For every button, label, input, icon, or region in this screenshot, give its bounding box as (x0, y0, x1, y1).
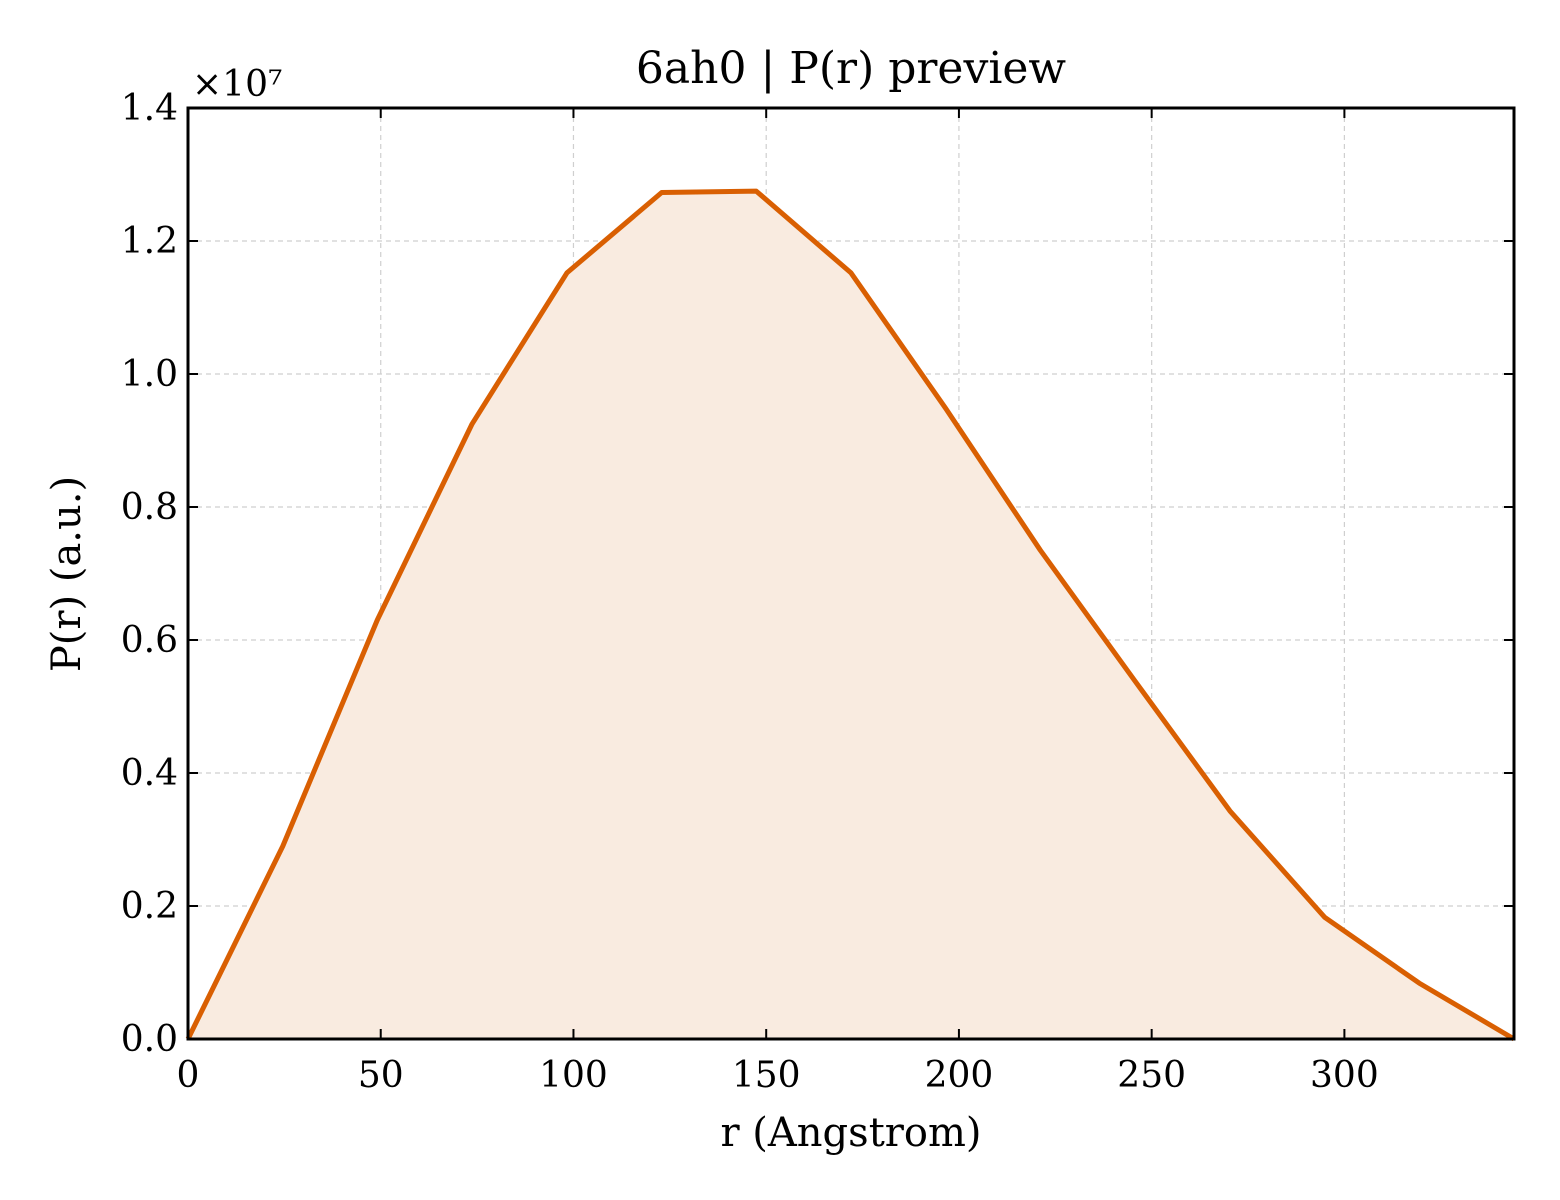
y-tick-label: 1.4 (121, 88, 178, 129)
y-axis-label: P(r) (a.u.) (44, 476, 90, 672)
y-offset-label: ×10⁷ (192, 64, 282, 105)
y-tick-label: 1.2 (121, 221, 178, 262)
chart-title: 6ah0 | P(r) preview (636, 43, 1067, 94)
area-fill (188, 191, 1514, 1040)
x-tick-label: 150 (732, 1055, 801, 1096)
axis-ticks: 0 50 100 150 200 250 300 0.0 0.2 0.4 0.6 0.8 1.0 1.2 1… (121, 88, 1514, 1096)
y-tick-label: 0.2 (121, 886, 178, 927)
x-tick-label: 300 (1310, 1055, 1379, 1096)
y-tick-label: 0.0 (121, 1019, 178, 1060)
y-tick-label: 1.0 (121, 354, 178, 395)
y-tick-label: 0.6 (121, 620, 178, 661)
x-tick-label: 200 (925, 1055, 994, 1096)
x-tick-label: 50 (358, 1055, 404, 1096)
x-tick-label: 250 (1117, 1055, 1186, 1096)
y-tick-label: 0.4 (121, 753, 178, 794)
x-tick-label: 0 (177, 1055, 200, 1096)
y-tick-label: 0.8 (121, 487, 178, 528)
x-axis-label: r (Angstrom) (720, 1110, 981, 1156)
series-line (185, 188, 1516, 1042)
x-tick-label: 100 (539, 1055, 608, 1096)
plot-frame (186, 106, 1516, 1041)
